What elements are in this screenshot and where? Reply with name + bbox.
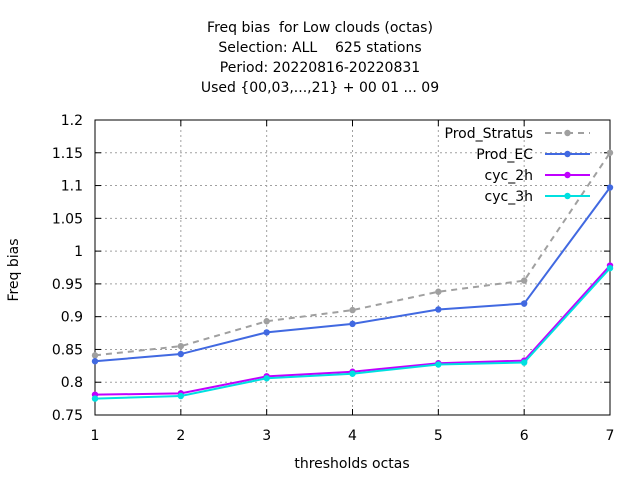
data-point-cyc_3h <box>520 359 528 366</box>
data-point-Prod_EC <box>349 320 356 328</box>
data-point-cyc_3h <box>349 370 356 377</box>
data-point-cyc_3h <box>91 395 99 402</box>
data-point-cyc_3h <box>606 264 614 272</box>
data-point-Prod_EC <box>177 350 185 358</box>
y-tick-label: 1.05 <box>52 211 83 227</box>
data-point-Prod_Stratus <box>177 342 185 350</box>
y-tick-label: 0.9 <box>61 310 83 326</box>
y-tick-label: 0.75 <box>52 408 83 424</box>
x-tick-label: 5 <box>434 428 443 444</box>
data-point-Prod_Stratus <box>606 149 614 156</box>
legend-marker-Prod_EC <box>564 150 571 158</box>
legend-label-cyc_3h: cyc_3h <box>485 189 533 205</box>
x-tick-label: 3 <box>262 428 271 444</box>
y-tick-label: 0.8 <box>61 375 83 391</box>
title-line-3: Period: 20220816-20220831 <box>219 60 421 76</box>
title-line-1: Freq bias for Low clouds (octas) <box>207 20 433 36</box>
legend-label-Prod_Stratus: Prod_Stratus <box>445 126 533 142</box>
data-point-Prod_EC <box>520 300 528 307</box>
x-tick-label: 7 <box>606 428 615 444</box>
data-point-Prod_EC <box>91 358 99 365</box>
legend-label-Prod_EC: Prod_EC <box>476 147 533 163</box>
series-line-cyc_3h <box>94 267 611 400</box>
data-point-cyc_3h <box>263 375 270 382</box>
x-axis-label: thresholds octas <box>294 456 410 472</box>
x-tick-label: 1 <box>91 428 100 444</box>
data-point-Prod_EC <box>263 329 270 336</box>
legend-marker-cyc_2h <box>564 171 571 179</box>
data-point-Prod_Stratus <box>91 352 99 359</box>
y-tick-label: 1.15 <box>52 146 83 162</box>
y-tick-label: 1.1 <box>61 179 83 195</box>
legend-marker-cyc_3h <box>564 192 571 200</box>
x-tick-label: 2 <box>176 428 185 444</box>
y-tick-label: 1.2 <box>61 113 83 129</box>
data-point-Prod_Stratus <box>435 288 442 295</box>
title-line-4: Used {00,03,...,21} + 00 01 ... 09 <box>200 80 440 96</box>
data-point-Prod_Stratus <box>349 306 356 314</box>
x-tick-label: 4 <box>348 428 357 444</box>
legend-marker-Prod_Stratus <box>564 129 571 137</box>
legend-label-cyc_2h: cyc_2h <box>485 168 533 184</box>
title-line-2: Selection: ALL 625 stations <box>218 40 422 56</box>
x-tick-label: 6 <box>520 428 529 444</box>
y-tick-label: 0.85 <box>52 342 83 358</box>
y-tick-label: 1 <box>74 244 83 260</box>
data-point-Prod_Stratus <box>263 318 270 325</box>
data-point-cyc_3h <box>177 392 185 400</box>
data-point-cyc_3h <box>435 361 442 368</box>
data-point-Prod_Stratus <box>520 277 528 284</box>
data-point-Prod_EC <box>435 306 442 313</box>
y-tick-label: 0.95 <box>52 277 83 293</box>
data-point-Prod_EC <box>606 184 614 191</box>
